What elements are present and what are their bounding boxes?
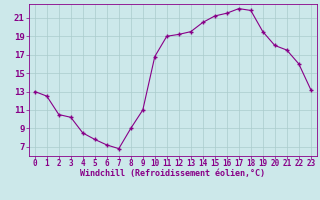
X-axis label: Windchill (Refroidissement éolien,°C): Windchill (Refroidissement éolien,°C): [80, 169, 265, 178]
